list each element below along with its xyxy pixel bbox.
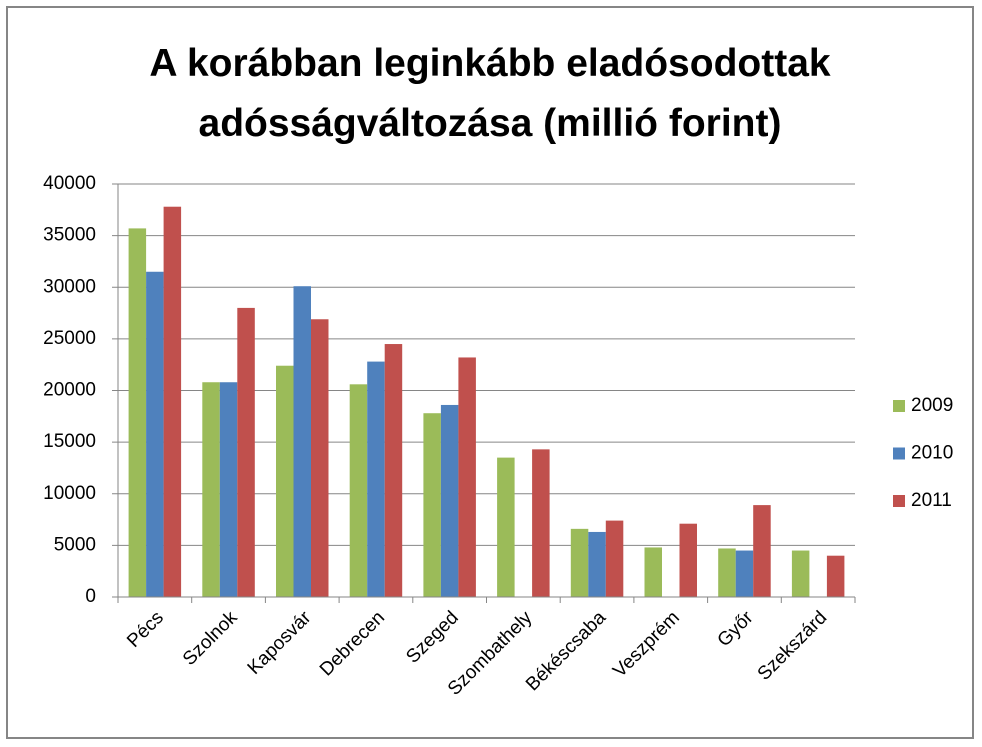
x-tick-label: Szeged — [402, 607, 462, 667]
y-tick-label: 5000 — [54, 534, 96, 555]
x-tick-label: Pécs — [123, 607, 168, 652]
y-tick-label: 30000 — [43, 276, 96, 297]
x-tick-label: Kaposvár — [244, 607, 316, 679]
bar — [276, 365, 294, 597]
x-tick-label: Békéscsaba — [522, 607, 610, 695]
y-tick-label: 35000 — [43, 225, 96, 246]
y-tick-label: 20000 — [43, 380, 96, 401]
bar — [440, 404, 459, 597]
y-tick-label: 10000 — [43, 483, 96, 504]
bar — [753, 505, 771, 597]
legend-swatch — [893, 495, 905, 507]
chart-title: A korábban leginkább eladósodottak adóss… — [149, 42, 831, 145]
bar — [128, 228, 147, 597]
bar — [146, 271, 164, 597]
bar — [384, 344, 403, 597]
y-tick-label: 25000 — [43, 328, 96, 349]
bar — [644, 547, 662, 597]
y-tick-label: 0 — [85, 586, 96, 607]
bar — [163, 206, 182, 597]
x-tick-label: Szekszárd — [754, 607, 832, 685]
bar — [718, 548, 736, 597]
bar — [423, 413, 441, 597]
bar — [735, 550, 754, 597]
legend-label: 2010 — [911, 443, 953, 464]
bar — [791, 550, 810, 597]
bar — [311, 319, 329, 597]
legend-label: 2009 — [911, 395, 953, 416]
y-tick-label: 15000 — [43, 431, 96, 452]
legend-swatch — [893, 400, 905, 412]
bar — [219, 382, 238, 597]
bar — [605, 520, 624, 597]
bar — [679, 523, 697, 597]
bar — [532, 449, 550, 597]
legend-label: 2011 — [911, 490, 952, 511]
x-tick-label: Debrecen — [316, 607, 389, 680]
bar — [497, 457, 515, 597]
bar — [237, 307, 255, 597]
bar — [570, 528, 589, 597]
bar — [293, 286, 311, 597]
y-tick-label: 40000 — [43, 173, 96, 194]
bar — [588, 531, 606, 597]
bar — [458, 357, 476, 597]
x-tick-label: Veszprém — [609, 607, 684, 682]
bar — [826, 555, 845, 597]
legend-swatch — [893, 447, 905, 460]
bar — [349, 384, 368, 597]
bar — [202, 382, 220, 597]
x-tick-label: Győr — [714, 607, 758, 651]
x-tick-label: Szolnok — [179, 607, 242, 670]
bar — [367, 361, 385, 597]
